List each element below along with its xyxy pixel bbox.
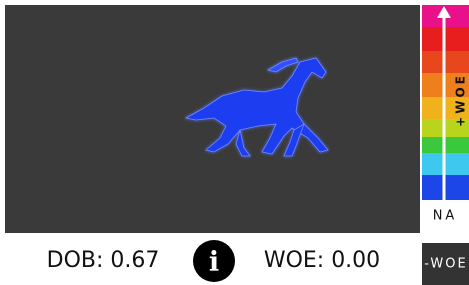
negative-label: -WOE (424, 257, 467, 272)
woe-color-scale: +WOE NA -WOE (422, 5, 469, 285)
page: +WOE NA -WOE DOB: 0.67 i WOE: 0.00 (() =… (0, 0, 469, 285)
info-glyph[interactable]: i (209, 247, 219, 278)
dob-readout: DOB: 0.67 (47, 248, 160, 273)
na-label: NA (433, 209, 458, 224)
image-panel (5, 5, 420, 233)
info-button[interactable]: i (193, 240, 235, 282)
positive-label: +WOE (454, 73, 468, 127)
woe-readout: WOE: 0.00 (264, 248, 380, 273)
screen: +WOE NA -WOE DOB: 0.67 i WOE: 0.00 (0, 0, 469, 285)
